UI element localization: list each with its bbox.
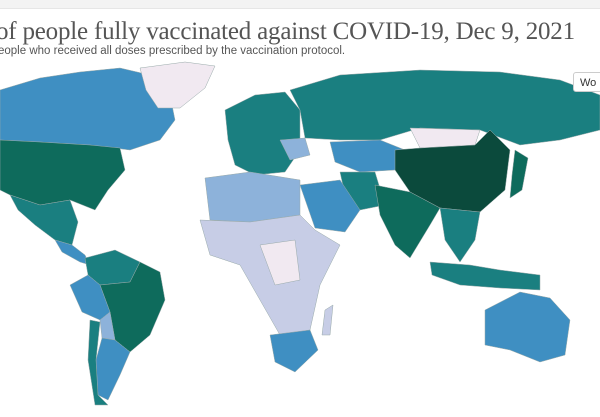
country-india[interactable] [374, 184, 441, 259]
top-bar [0, 0, 600, 9]
country-china[interactable] [394, 129, 511, 213]
europe [224, 91, 311, 176]
country-chile[interactable] [87, 319, 109, 406]
south-america [69, 249, 166, 406]
country-saudi-arabia[interactable] [299, 179, 361, 233]
country-japan[interactable] [509, 149, 529, 199]
country-indonesia[interactable] [429, 261, 541, 291]
north-america [0, 61, 216, 266]
country-usa[interactable] [0, 139, 126, 211]
country-south-africa[interactable] [269, 329, 319, 373]
country-australia[interactable] [484, 291, 571, 363]
country-north-africa[interactable] [204, 171, 301, 223]
africa [199, 171, 341, 373]
country-europe[interactable] [224, 91, 301, 176]
country-kazakhstan[interactable] [329, 139, 406, 173]
country-mongolia[interactable] [409, 127, 481, 149]
country-ukraine[interactable] [279, 137, 311, 161]
country-madagascar[interactable] [321, 304, 334, 336]
chart-subtitle: eople who received all doses prescribed … [0, 45, 346, 57]
country-russia[interactable] [289, 69, 600, 146]
chart-title: of people fully vaccinated against COVID… [0, 18, 575, 45]
country-sub-saharan-africa[interactable] [199, 214, 341, 336]
world-region-button[interactable]: Wo [573, 72, 600, 92]
world-map [0, 61, 600, 406]
country-central-africa[interactable] [259, 239, 301, 286]
country-greenland[interactable] [139, 61, 216, 109]
country-southeast-asia[interactable] [439, 207, 481, 263]
